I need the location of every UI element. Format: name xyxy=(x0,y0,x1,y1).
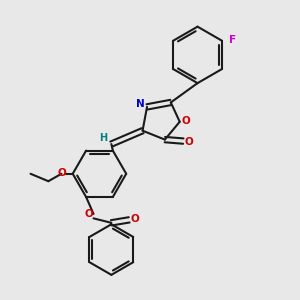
Text: O: O xyxy=(185,137,194,147)
Text: H: H xyxy=(99,133,107,142)
Text: N: N xyxy=(136,99,144,109)
Text: O: O xyxy=(181,116,190,126)
Text: O: O xyxy=(131,214,140,224)
Text: O: O xyxy=(57,168,66,178)
Text: F: F xyxy=(229,35,236,45)
Text: O: O xyxy=(85,209,94,220)
